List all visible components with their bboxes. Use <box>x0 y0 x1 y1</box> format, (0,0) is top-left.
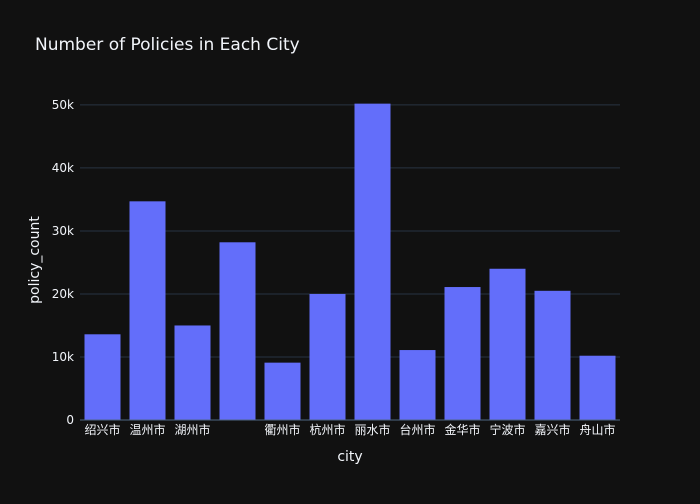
bar[interactable] <box>489 268 526 420</box>
x-tick-label: 台州市 <box>399 422 435 437</box>
bar[interactable] <box>84 334 121 420</box>
x-tick-label: 绍兴市 <box>84 422 120 437</box>
y-tick-label: 0 <box>66 413 74 427</box>
y-tick-label: 50k <box>52 98 74 112</box>
x-tick-label: 温州市 <box>129 422 165 437</box>
gridlines <box>80 104 620 358</box>
bar[interactable] <box>354 103 391 420</box>
bar[interactable] <box>309 293 346 420</box>
x-tick-label: 宁波市 <box>489 422 525 437</box>
x-axis-label: city <box>337 449 362 465</box>
y-axis-label: policy_count <box>27 216 43 304</box>
x-tick-label: 舟山市 <box>579 422 615 437</box>
bar[interactable] <box>219 242 256 420</box>
bars <box>84 103 616 420</box>
y-tick-label: 20k <box>52 287 74 301</box>
x-tick-label: 嘉兴市 <box>534 422 570 437</box>
bar[interactable] <box>579 355 616 420</box>
bar[interactable] <box>399 350 436 420</box>
x-tick-labels: 绍兴市 温州市 湖州市 衢州市 杭州市 丽水市 台州市 金华市 宁波市 嘉兴市 舟山市 <box>84 422 615 437</box>
x-tick-label: 杭州市 <box>309 422 345 437</box>
bar[interactable] <box>444 287 481 420</box>
x-tick-label: 丽水市 <box>354 422 390 437</box>
x-tick-label: 衢州市 <box>264 422 300 437</box>
y-tick-labels: 0 10k 20k 30k 40k 50k <box>52 98 74 427</box>
bar[interactable] <box>264 362 301 420</box>
bar[interactable] <box>174 325 211 420</box>
x-tick-label: 金华市 <box>444 422 480 437</box>
chart-title: Number of Policies in Each City <box>35 35 300 55</box>
bar[interactable] <box>129 201 166 420</box>
bar[interactable] <box>534 290 571 420</box>
y-tick-label: 10k <box>52 350 74 364</box>
x-tick-label: 湖州市 <box>174 422 210 437</box>
y-tick-label: 30k <box>52 224 74 238</box>
y-tick-label: 40k <box>52 161 74 175</box>
